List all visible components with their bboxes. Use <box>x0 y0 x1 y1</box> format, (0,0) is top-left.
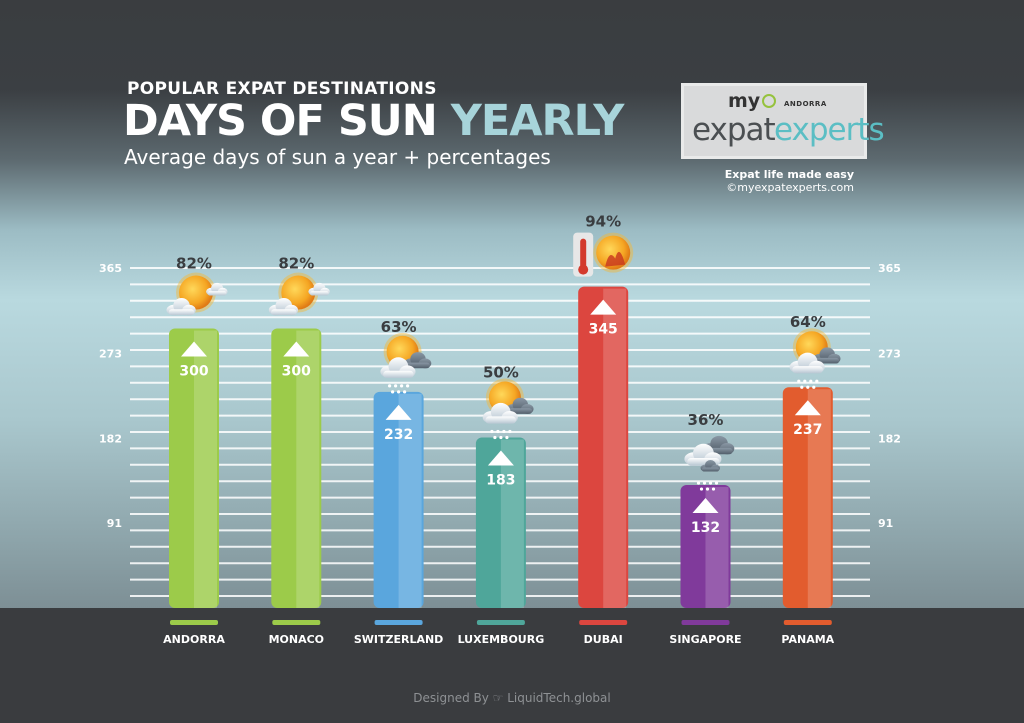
logo: my ANDORRA expat experts <box>681 83 885 159</box>
designer-credit: Designed By ☞ LiquidTech.global <box>413 691 611 705</box>
bar-value-label: 345 <box>589 322 618 338</box>
y-tick-label-left: 182 <box>99 432 122 445</box>
bar-highlight <box>705 487 729 608</box>
up-arrow-icon <box>385 404 412 420</box>
bar-value-label: 300 <box>282 364 311 380</box>
bar <box>578 286 629 608</box>
kicker-text: POPULAR EXPAT DESTINATIONS <box>127 79 437 99</box>
title-main: DAYS OF SUN <box>123 96 438 146</box>
category-swatch <box>272 620 321 625</box>
category-swatch <box>579 620 628 625</box>
category-swatch <box>170 620 218 625</box>
bar-highlight <box>807 389 831 608</box>
bar <box>680 485 731 608</box>
bar <box>271 328 322 608</box>
category-swatch <box>783 620 832 625</box>
bar <box>373 391 424 608</box>
y-tick-label-left: 365 <box>99 262 122 275</box>
percentage-label: 64% <box>790 313 826 331</box>
bar-highlight <box>398 393 422 608</box>
logo-expat: expat <box>692 112 776 148</box>
up-arrow-icon <box>794 400 821 416</box>
category-label: ANDORRA <box>163 633 225 646</box>
bars: 300 82% 300 82% 232 63% 183 50% 345 94% 132 36% 237 6… <box>166 213 841 608</box>
bar-value-label: 232 <box>384 427 413 443</box>
up-arrow-icon <box>487 450 514 466</box>
up-arrow-icon <box>283 341 310 357</box>
percentage-label: 94% <box>585 213 621 231</box>
category-swatch <box>476 620 525 625</box>
y-tick-label-right: 91 <box>878 517 893 530</box>
sun-cloud-icon <box>268 272 330 316</box>
category-label: LUXEMBOURG <box>458 633 545 646</box>
category-label: SWITZERLAND <box>354 633 443 646</box>
bar-highlight <box>603 288 627 608</box>
percentage-label: 63% <box>381 318 417 336</box>
y-tick-label-right: 273 <box>878 348 901 361</box>
percentage-label: 82% <box>278 255 314 273</box>
sun-cloud-icon <box>166 272 228 316</box>
category-swatch <box>374 620 423 625</box>
up-arrow-icon <box>692 498 719 514</box>
y-axis-ticks: 91 91 182 182 273 273 365 365 <box>99 262 901 530</box>
bar-value-label: 132 <box>691 520 720 536</box>
category-label: PANAMA <box>781 633 834 646</box>
y-tick-label-right: 365 <box>878 262 901 275</box>
sun-rain-cloud-icon <box>380 332 432 394</box>
bar-highlight <box>194 330 217 608</box>
hot-sun-thermometer-icon <box>573 232 634 277</box>
bar-highlight <box>296 330 320 608</box>
bar-highlight <box>500 439 524 608</box>
bar-value-label: 183 <box>486 473 515 489</box>
bar <box>475 437 526 608</box>
bar-value-label: 237 <box>793 422 822 438</box>
category-label: SINGAPORE <box>669 633 741 646</box>
sun-rain-cloud-icon <box>482 378 534 440</box>
sun-rain-cloud-icon <box>789 328 841 389</box>
logo-experts: experts <box>774 112 885 148</box>
logo-andorra: ANDORRA <box>784 100 827 108</box>
y-tick-label-right: 182 <box>878 432 901 445</box>
percentage-label: 36% <box>688 411 724 429</box>
chart-subtitle: Average days of sun a year + percentages <box>124 145 551 169</box>
page-title: DAYS OF SUN YEARLY <box>123 96 625 146</box>
logo-my: my <box>728 90 761 112</box>
lightbulb-icon <box>762 94 776 108</box>
y-tick-label-left: 273 <box>99 348 122 361</box>
logo-tagline: Expat life made easy <box>724 168 854 181</box>
percentage-label: 82% <box>176 255 212 273</box>
category-label: MONACO <box>269 633 324 646</box>
rain-cloud-icon <box>684 435 735 491</box>
category-swatch <box>681 620 730 625</box>
bar <box>782 387 833 608</box>
bar-value-label: 300 <box>179 364 208 380</box>
category-label: DUBAI <box>584 633 623 646</box>
logo-url: ©myexpatexperts.com <box>726 181 854 194</box>
x-axis-labels: ANDORRA MONACO SWITZERLAND LUXEMBOURG DUBAI S… <box>163 620 835 646</box>
y-tick-label-left: 91 <box>107 517 122 530</box>
bar <box>169 328 219 608</box>
up-arrow-icon <box>590 299 617 315</box>
grid-lines <box>130 267 870 597</box>
title-accent: YEARLY <box>450 96 625 146</box>
bottom-band <box>0 608 1024 723</box>
up-arrow-icon <box>181 341 207 357</box>
percentage-label: 50% <box>483 364 519 382</box>
